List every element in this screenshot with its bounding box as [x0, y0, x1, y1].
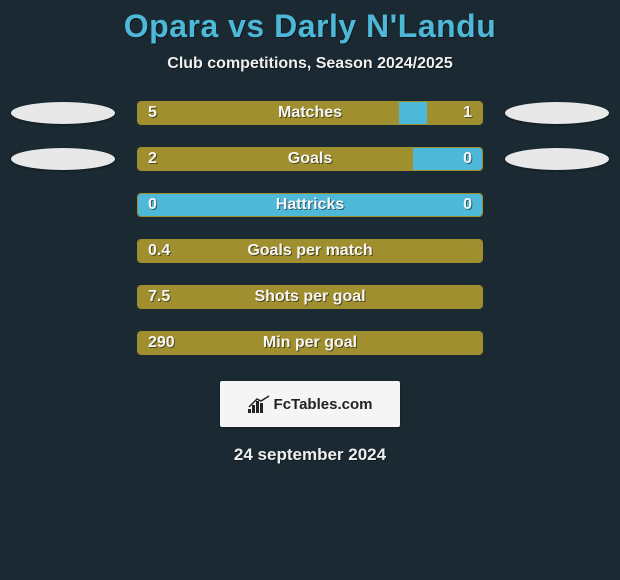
left-value: 0.4	[148, 242, 170, 260]
left-value: 2	[148, 150, 157, 168]
player-left-marker	[11, 102, 115, 124]
right-value: 0	[463, 196, 472, 214]
source-logo[interactable]: FcTables.com	[220, 381, 400, 427]
left-value: 5	[148, 104, 157, 122]
right-value: 0	[463, 150, 472, 168]
stat-label: Goals per match	[247, 242, 372, 260]
left-value: 290	[148, 334, 175, 352]
stat-bar: 7.5 Shots per goal	[137, 285, 483, 309]
stat-bar: 2 Goals 0	[137, 147, 483, 171]
stat-row: 290 Min per goal	[10, 331, 610, 355]
stat-row: 2 Goals 0	[10, 147, 610, 171]
bar-segment-left	[138, 102, 399, 124]
stat-label: Goals	[288, 150, 332, 168]
right-value: 1	[463, 104, 472, 122]
date-label: 24 september 2024	[0, 445, 620, 465]
stat-bar: 290 Min per goal	[137, 331, 483, 355]
logo-text: FcTables.com	[274, 396, 373, 413]
stat-label: Matches	[278, 104, 342, 122]
stat-row: 0 Hattricks 0	[10, 193, 610, 217]
left-value: 0	[148, 196, 157, 214]
stat-rows: 5 Matches 1 2 Goals 0 0 Hattricks 0 0.4 Goals per …	[0, 101, 620, 355]
stat-row: 7.5 Shots per goal	[10, 285, 610, 309]
bar-segment-right	[427, 102, 482, 124]
stat-label: Hattricks	[276, 196, 344, 214]
bar-segment-mid	[399, 102, 427, 124]
stat-row: 5 Matches 1	[10, 101, 610, 125]
stat-bar: 0.4 Goals per match	[137, 239, 483, 263]
stat-bar: 5 Matches 1	[137, 101, 483, 125]
player-left-marker	[11, 148, 115, 170]
bar-segment-left	[138, 148, 413, 170]
player-right-marker	[505, 148, 609, 170]
chart-icon	[248, 395, 270, 413]
comparison-widget: Opara vs Darly N'Landu Club competitions…	[0, 0, 620, 465]
stat-row: 0.4 Goals per match	[10, 239, 610, 263]
stat-label: Min per goal	[263, 334, 357, 352]
stat-bar: 0 Hattricks 0	[137, 193, 483, 217]
left-value: 7.5	[148, 288, 170, 306]
page-title: Opara vs Darly N'Landu	[0, 8, 620, 45]
stat-label: Shots per goal	[254, 288, 365, 306]
subtitle: Club competitions, Season 2024/2025	[0, 55, 620, 73]
player-right-marker	[505, 102, 609, 124]
